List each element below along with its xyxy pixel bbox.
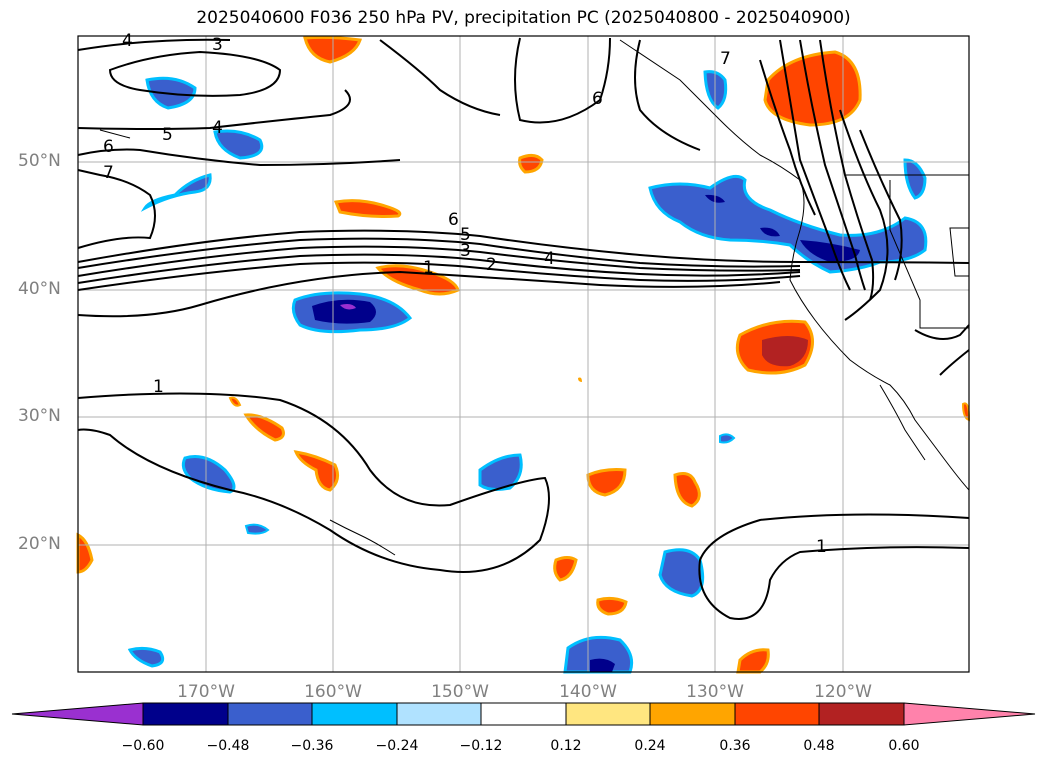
colorbar-tick: −0.24 — [375, 738, 419, 754]
map-frame — [77, 35, 970, 673]
contour-label: 4 — [212, 118, 223, 138]
colorbar-swatch — [142, 702, 229, 726]
precip-shading — [76, 35, 971, 674]
contour-label: 1 — [423, 258, 434, 278]
colorbar-swatch — [818, 702, 905, 726]
contour-label: 4 — [544, 249, 555, 269]
lon-label: 150°W — [431, 682, 489, 702]
colorbar-tick: −0.48 — [206, 738, 250, 754]
lat-label: 40°N — [18, 279, 61, 299]
colorbar-tick: 0.12 — [550, 738, 582, 754]
contour-label: 6 — [448, 210, 459, 230]
contour-label: 3 — [212, 35, 223, 55]
lon-label: 130°W — [686, 682, 744, 702]
colorbar-tick: 0.48 — [803, 738, 835, 754]
colorbar-swatch — [734, 702, 820, 726]
colorbar-swatch — [227, 702, 313, 726]
colorbar-swatch — [396, 702, 482, 726]
colorbar-under-arrow — [11, 702, 144, 726]
contour-label: 5 — [460, 225, 471, 245]
lat-label: 50°N — [18, 151, 61, 171]
contour-label: 7 — [103, 163, 114, 183]
colorbar-tick: −0.36 — [290, 738, 334, 754]
pv-contours — [77, 37, 970, 620]
contour-label: 1 — [153, 377, 164, 397]
colorbar-swatch — [565, 702, 651, 726]
colorbar-tick: −0.12 — [459, 738, 503, 754]
colorbar-swatch — [480, 702, 567, 726]
lon-label: 120°W — [814, 682, 872, 702]
colorbar-swatch — [649, 702, 736, 726]
contour-label: 7 — [720, 49, 731, 69]
lon-label: 170°W — [177, 682, 235, 702]
contour-label: 3 — [460, 241, 471, 261]
colorbar-tick: −0.60 — [121, 738, 165, 754]
colorbar-tick: 0.60 — [888, 738, 920, 754]
contour-label: 5 — [162, 125, 173, 145]
contour-label: 1 — [816, 537, 827, 557]
contour-label: 2 — [486, 255, 497, 275]
lon-label: 140°W — [559, 682, 617, 702]
contour-label: 4 — [122, 31, 133, 51]
colorbar — [11, 702, 1036, 726]
lon-label: 160°W — [304, 682, 362, 702]
colorbar-tick: 0.36 — [719, 738, 751, 754]
colorbar-swatch — [311, 702, 398, 726]
contour-labels: 4 3 5 6 7 4 6 5 3 1 2 4 1 1 6 7 — [103, 31, 827, 557]
gridlines — [78, 36, 969, 672]
colorbar-tick: 0.24 — [634, 738, 666, 754]
map-title: 2025040600 F036 250 hPa PV, precipitatio… — [196, 8, 851, 28]
colorbar-over-arrow — [903, 702, 1036, 726]
lat-label: 20°N — [18, 534, 61, 554]
contour-label: 6 — [103, 137, 114, 157]
lat-label: 30°N — [18, 406, 61, 426]
contour-label: 6 — [592, 89, 603, 109]
